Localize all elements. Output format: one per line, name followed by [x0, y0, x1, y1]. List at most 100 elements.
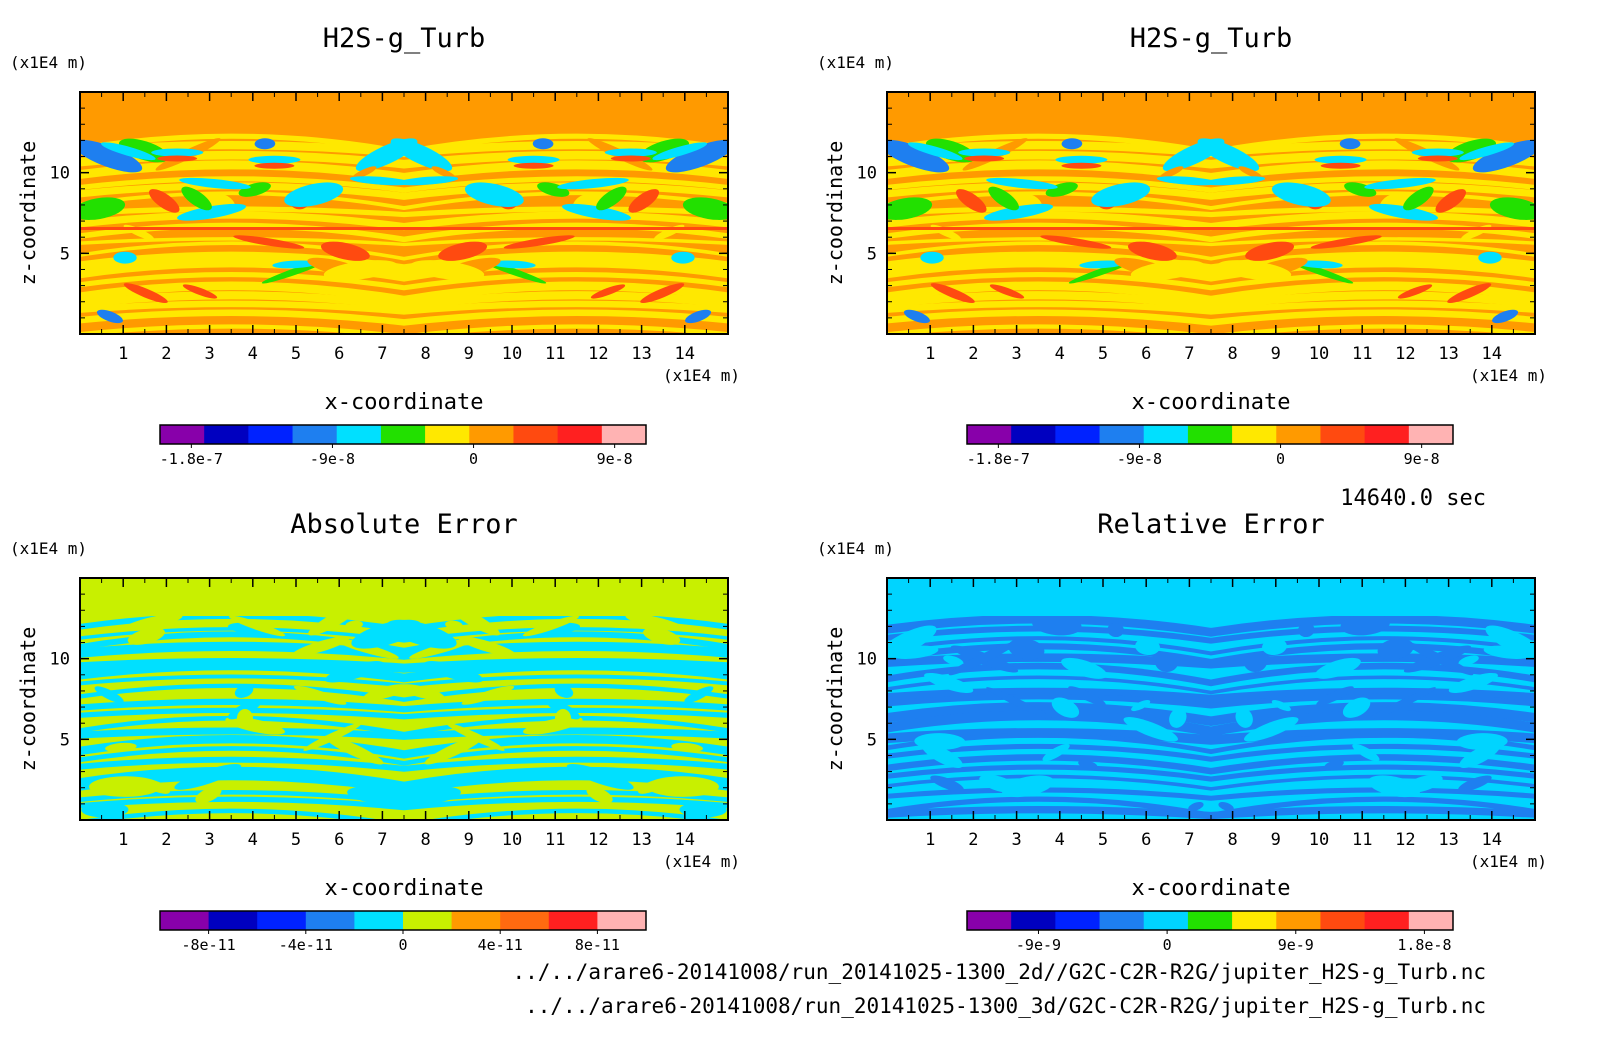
contour-blob [557, 177, 629, 190]
file-path-3d: ../../arare6-20141008/run_20141025-1300_… [525, 994, 1486, 1018]
contour-blob [1135, 638, 1160, 655]
colorbar-swatch [1187, 911, 1233, 930]
contour-blob [89, 776, 162, 797]
colorbar-swatch [500, 911, 550, 930]
x-axis-label: x-coordinate [325, 876, 484, 901]
contour-band [887, 309, 1535, 326]
contour-blob [1367, 775, 1421, 798]
colorbar-label: 0 [1276, 450, 1285, 468]
time-label: 14640.0 sec [1340, 486, 1486, 511]
contour-blob [955, 189, 987, 213]
x-tick-label: 14 [1482, 344, 1502, 364]
contour-blob [352, 166, 377, 179]
x-tick-label: 10 [502, 830, 522, 850]
z-axis-label: z-coordinate [16, 627, 40, 772]
colorbar-swatch [1011, 911, 1056, 930]
z-unit-label: (x1E4 m) [10, 539, 87, 558]
contour-blob [1458, 775, 1492, 792]
contour-blob [887, 139, 950, 173]
x-tick-label: 3 [204, 830, 214, 850]
contour-blob [1204, 176, 1266, 186]
colorbar-label: -1.8e-7 [160, 450, 223, 468]
colorbar-label: -1.8e-7 [967, 450, 1030, 468]
contour-blob [554, 708, 572, 729]
contour-blob [445, 620, 463, 630]
contour-blob [920, 251, 944, 264]
contour-blob [1127, 241, 1177, 261]
z-tick-label: 5 [60, 244, 70, 264]
contour-band [80, 160, 728, 182]
x-tick-label: 7 [1184, 830, 1194, 850]
contour-blob [640, 283, 685, 304]
panel-title: H2S-g_Turb [1130, 23, 1293, 54]
contour-band [887, 675, 1535, 695]
colorbar-swatch [305, 911, 355, 930]
colorbar-label: -4e-11 [279, 936, 333, 954]
contour-blob [964, 155, 1005, 162]
contour-band [80, 300, 728, 315]
x-tick-label: 4 [248, 830, 258, 850]
x-tick-label: 8 [1227, 830, 1237, 850]
colorbar-swatch [1408, 425, 1454, 444]
colorbar-swatch [451, 911, 501, 930]
x-tick-label: 1 [925, 830, 935, 850]
contour-band [887, 300, 1535, 315]
contour-blob [522, 615, 579, 637]
contour-band [887, 693, 1535, 709]
contour-blob [625, 613, 685, 632]
colorbar-swatch [1187, 425, 1233, 444]
contour-blob [177, 203, 246, 221]
contour-band [887, 662, 1535, 687]
contour-blob [345, 620, 363, 630]
colorbar-swatch [208, 911, 258, 930]
contour-band [887, 702, 1535, 726]
contour-top [80, 92, 728, 132]
contour-blob [643, 627, 681, 645]
z-axis-label: z-coordinate [16, 141, 40, 286]
panel-1: H2S-g_Turb(x1E4 m)1 2 3 4 5 6 7 8 9 10 11 12 13 14510… [10, 23, 740, 468]
colorbar-label: 0 [1163, 936, 1172, 954]
x-tick-label: 3 [1011, 830, 1021, 850]
contour-band [80, 191, 728, 211]
contour-band [80, 808, 728, 820]
contour-blob [566, 764, 634, 790]
contour-band [887, 272, 1535, 291]
x-axis-label: x-coordinate [325, 390, 484, 415]
x-tick-label: 13 [1438, 344, 1458, 364]
contour-blob [1055, 155, 1108, 164]
contour-blob [685, 309, 712, 324]
contour-band [887, 182, 1535, 200]
x-tick-label: 8 [420, 344, 430, 364]
contour-blob [1271, 699, 1291, 712]
contour-blob [1130, 260, 1205, 281]
x-tick-label: 5 [1098, 344, 1108, 364]
colorbar-swatch [548, 911, 598, 930]
contour-blob [1397, 284, 1433, 299]
colorbar-swatch [1320, 425, 1366, 444]
contour-blob [181, 186, 212, 211]
x-tick-label: 8 [420, 830, 430, 850]
colorbar-swatch [967, 425, 1012, 444]
contour-band [887, 281, 1535, 305]
contour-blob [1238, 166, 1263, 179]
colorbar-swatch [160, 425, 205, 444]
contour-blob [1472, 139, 1535, 173]
x-tick-label: 11 [1352, 830, 1372, 850]
x-tick-label: 12 [1395, 830, 1415, 850]
contour-band [80, 796, 728, 811]
colorbar-swatch [1011, 425, 1056, 444]
contour-blob [943, 655, 964, 666]
contour-blob [628, 189, 660, 213]
contour-blob [887, 625, 937, 660]
contour-blob [1344, 182, 1377, 197]
contour-blob [924, 672, 974, 693]
contour-blob [179, 177, 251, 190]
x-tick-label: 14 [1482, 830, 1502, 850]
contour-blob [1271, 182, 1331, 207]
x-unit-label: (x1E4 m) [663, 852, 740, 871]
contour-blob [590, 284, 626, 299]
x-tick-label: 5 [1098, 830, 1108, 850]
colorbar-swatch [425, 425, 470, 444]
contour-blob [1417, 155, 1458, 162]
x-tick-label: 5 [291, 830, 301, 850]
